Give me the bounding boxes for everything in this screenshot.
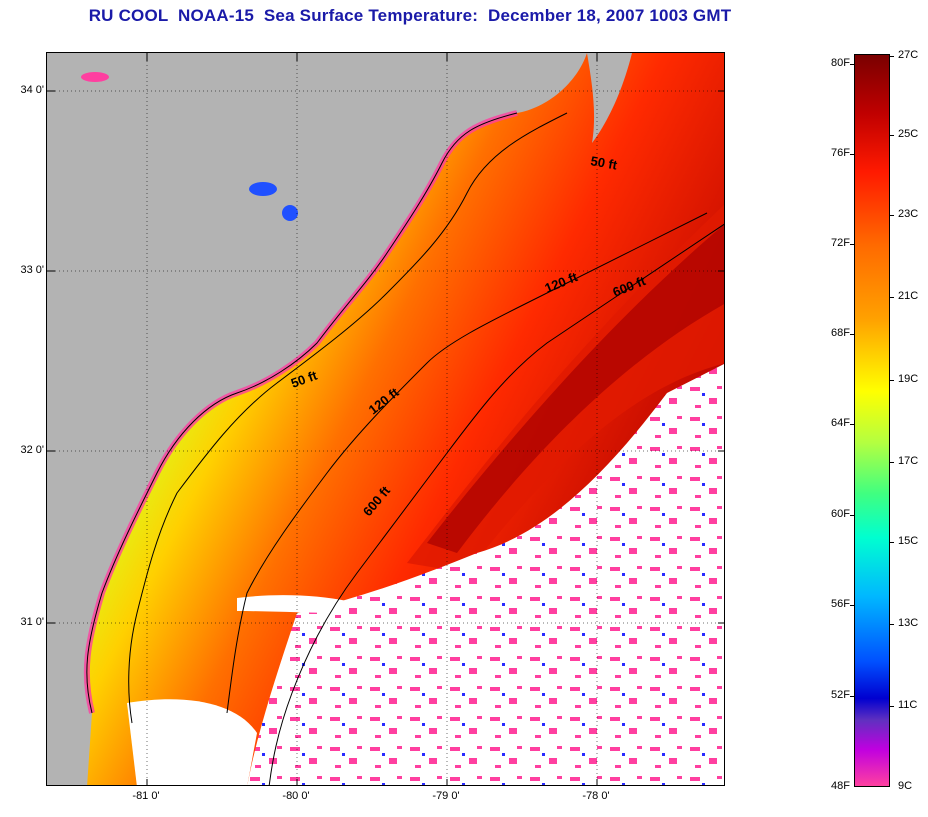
lat-label-31: 31 0' — [20, 616, 44, 628]
colorbar-label-c: 25C — [898, 128, 919, 140]
colorbar-label-f: 72F — [831, 237, 850, 249]
inland-lake — [282, 205, 298, 221]
colorbar-label-c: 9C — [898, 780, 913, 792]
sst-map: 50 ft 50 ft 120 ft 120 ft 600 ft 600 ft — [46, 52, 725, 786]
lat-label-33: 33 0' — [20, 264, 44, 276]
colorbar-label-f: 48F — [831, 780, 850, 792]
colorbar-label-c: 23C — [898, 208, 919, 220]
colorbar-label-c: 21C — [898, 290, 919, 302]
colorbar-label-f: 52F — [831, 689, 850, 701]
colorbar-label-c: 27C — [898, 49, 919, 61]
colorbar-label-f: 60F — [831, 508, 850, 520]
colorbar-label-c: 15C — [898, 535, 919, 547]
colorbar-label-c: 17C — [898, 455, 919, 467]
colorbar-label-f: 80F — [831, 57, 850, 69]
colorbar-label-f: 64F — [831, 417, 850, 429]
contour-120ft — [226, 212, 708, 714]
colorbar-label-c: 11C — [898, 699, 918, 711]
contour-600ft — [268, 223, 724, 785]
lon-label-80: -80 0' — [282, 790, 310, 802]
land-area — [47, 53, 587, 785]
axis-ticks — [47, 53, 724, 785]
lat-label-32: 32 0' — [20, 444, 44, 456]
lat-label-34: 34 0' — [20, 84, 44, 96]
lon-label-79: -79 0' — [432, 790, 460, 802]
lon-label-78: -78 0' — [582, 790, 610, 802]
page-title: RU COOL NOAA-15 Sea Surface Temperature:… — [88, 6, 732, 25]
colorbar-label-f: 68F — [831, 327, 850, 339]
contour-label-50ft-north: 50 ft — [589, 153, 619, 173]
lon-label-81: -81 0' — [132, 790, 160, 802]
colorbar-label-f: 76F — [831, 147, 850, 159]
colorbar-label-f: 56F — [831, 598, 850, 610]
inland-lake — [249, 182, 277, 196]
colorbar-label-c: 13C — [898, 617, 919, 629]
contour-50ft — [128, 112, 568, 724]
cloud-mask — [247, 364, 724, 785]
temperature-colorbar — [854, 54, 890, 787]
colorbar-label-c: 19C — [898, 373, 919, 385]
